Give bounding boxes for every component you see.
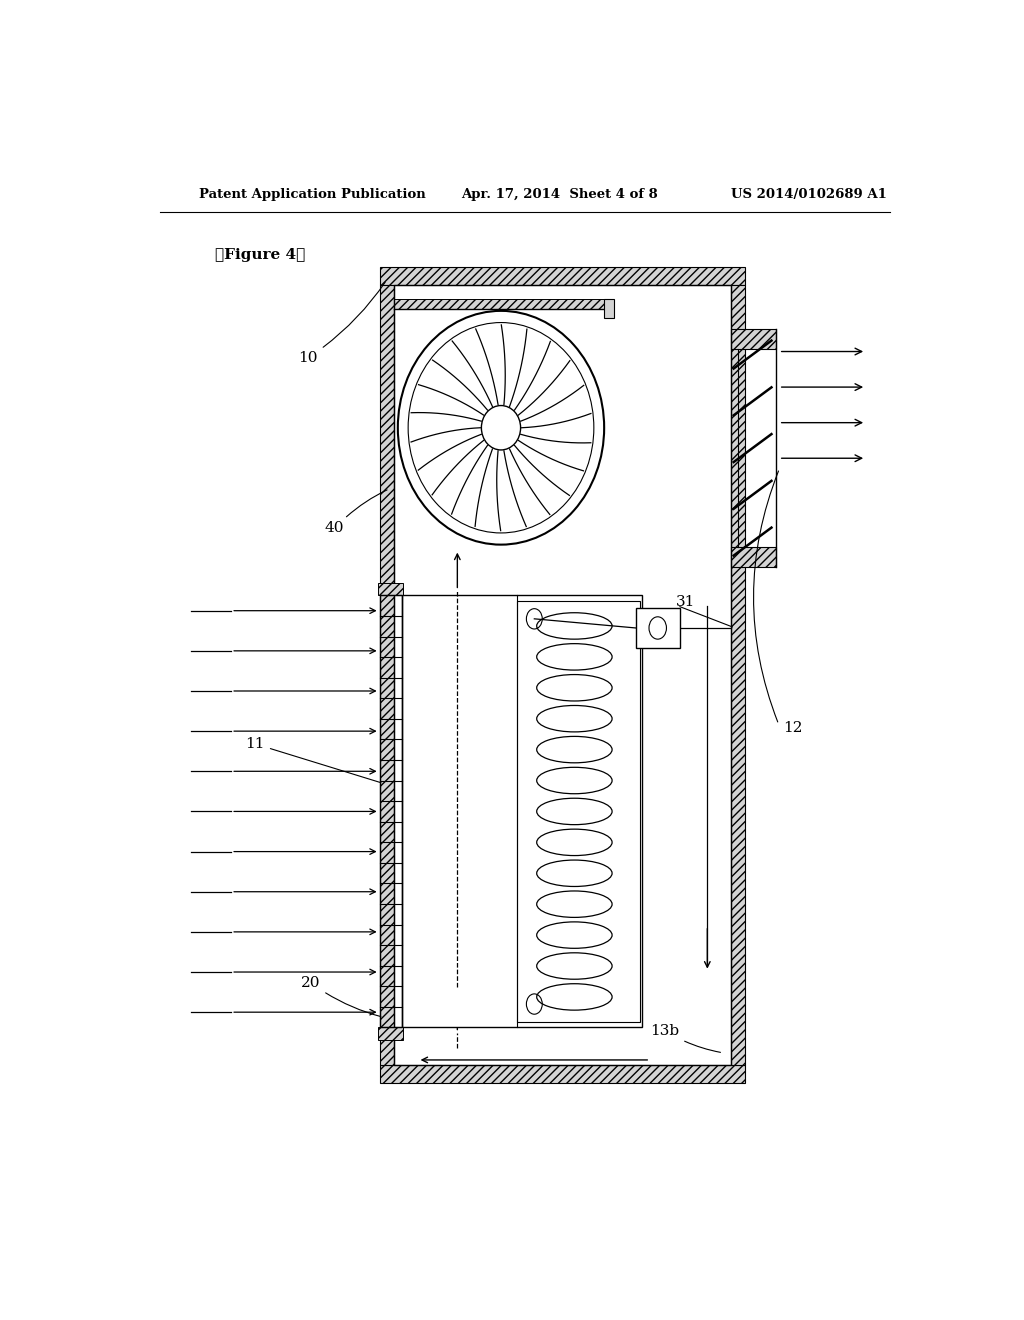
Polygon shape	[378, 1027, 403, 1040]
Bar	[604, 298, 613, 318]
Bar	[401, 595, 642, 1027]
Text: 10: 10	[299, 282, 385, 364]
Text: 30: 30	[523, 688, 643, 726]
Polygon shape	[731, 329, 775, 350]
Bar	[380, 595, 401, 1027]
Polygon shape	[380, 1065, 745, 1084]
Polygon shape	[731, 285, 745, 1065]
Text: 40: 40	[325, 490, 387, 536]
Text: 20: 20	[301, 975, 381, 1016]
Ellipse shape	[481, 405, 520, 450]
Text: 31: 31	[676, 594, 695, 609]
Text: US 2014/0102689 A1: US 2014/0102689 A1	[731, 189, 887, 202]
Text: 【Figure 4】: 【Figure 4】	[215, 248, 305, 261]
Bar	[394, 285, 731, 1065]
Text: 11: 11	[246, 737, 381, 783]
Ellipse shape	[397, 312, 604, 545]
Polygon shape	[731, 546, 775, 568]
Polygon shape	[378, 583, 403, 595]
Polygon shape	[394, 298, 609, 309]
Text: Apr. 17, 2014  Sheet 4 of 8: Apr. 17, 2014 Sheet 4 of 8	[461, 189, 658, 202]
Polygon shape	[380, 285, 394, 1065]
Polygon shape	[380, 267, 745, 285]
Text: 13b: 13b	[650, 1023, 721, 1052]
Text: 12: 12	[782, 721, 802, 735]
Text: Patent Application Publication: Patent Application Publication	[200, 189, 426, 202]
Bar	[517, 601, 640, 1022]
Bar	[636, 607, 680, 648]
